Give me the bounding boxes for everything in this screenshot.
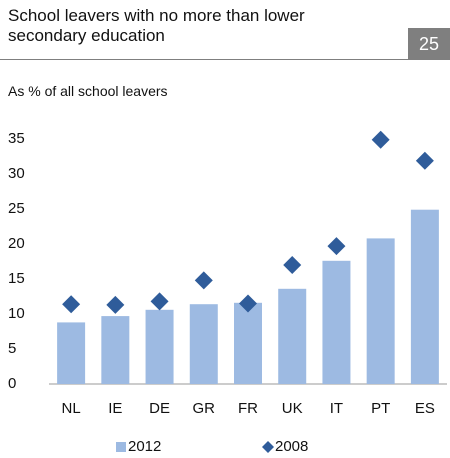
title-rule: [0, 59, 408, 60]
bar: [101, 316, 130, 384]
legend-swatch: [262, 441, 274, 453]
chart-subtitle: As % of all school leavers: [8, 83, 168, 99]
diamond-marker: [150, 292, 169, 311]
y-tick-label: 5: [8, 340, 16, 357]
diamond-marker: [327, 237, 346, 256]
diamond-marker: [239, 294, 257, 313]
x-tick-label: GR: [193, 400, 216, 417]
y-tick-label: 25: [8, 200, 25, 217]
y-tick-label: 35: [8, 130, 25, 147]
x-tick-label: PT: [371, 400, 390, 417]
x-tick-label: ES: [415, 400, 435, 417]
diamond-marker: [106, 295, 125, 314]
y-tick-label: 20: [8, 235, 25, 252]
bar: [366, 238, 395, 384]
diamond-marker: [283, 256, 302, 274]
bar: [410, 209, 439, 384]
chart-title: School leavers with no more than lower s…: [8, 6, 305, 45]
legend-swatch: [116, 442, 126, 452]
legend-label: 2012: [128, 438, 161, 455]
bar: [234, 302, 262, 384]
y-tick-label: 0: [8, 375, 16, 392]
diamond-marker: [415, 151, 434, 170]
x-tick-label: UK: [282, 400, 303, 417]
bar: [189, 304, 218, 384]
diamond-marker: [371, 130, 390, 149]
x-tick-label: FR: [238, 400, 258, 417]
x-tick-label: NL: [62, 400, 81, 417]
bar: [278, 288, 307, 384]
y-tick-label: 10: [8, 305, 25, 322]
y-tick-label: 15: [8, 270, 25, 287]
x-tick-label: IT: [330, 400, 343, 417]
diamond-marker: [194, 271, 213, 290]
figure-number: 25: [408, 28, 450, 60]
x-tick-label: DE: [149, 400, 170, 417]
diamond-marker: [62, 295, 81, 314]
y-tick-label: 30: [8, 165, 25, 182]
bar: [57, 322, 86, 384]
bar: [145, 309, 174, 384]
legend-label: 2008: [275, 438, 308, 455]
x-tick-label: IE: [108, 400, 122, 417]
bar: [322, 260, 351, 384]
